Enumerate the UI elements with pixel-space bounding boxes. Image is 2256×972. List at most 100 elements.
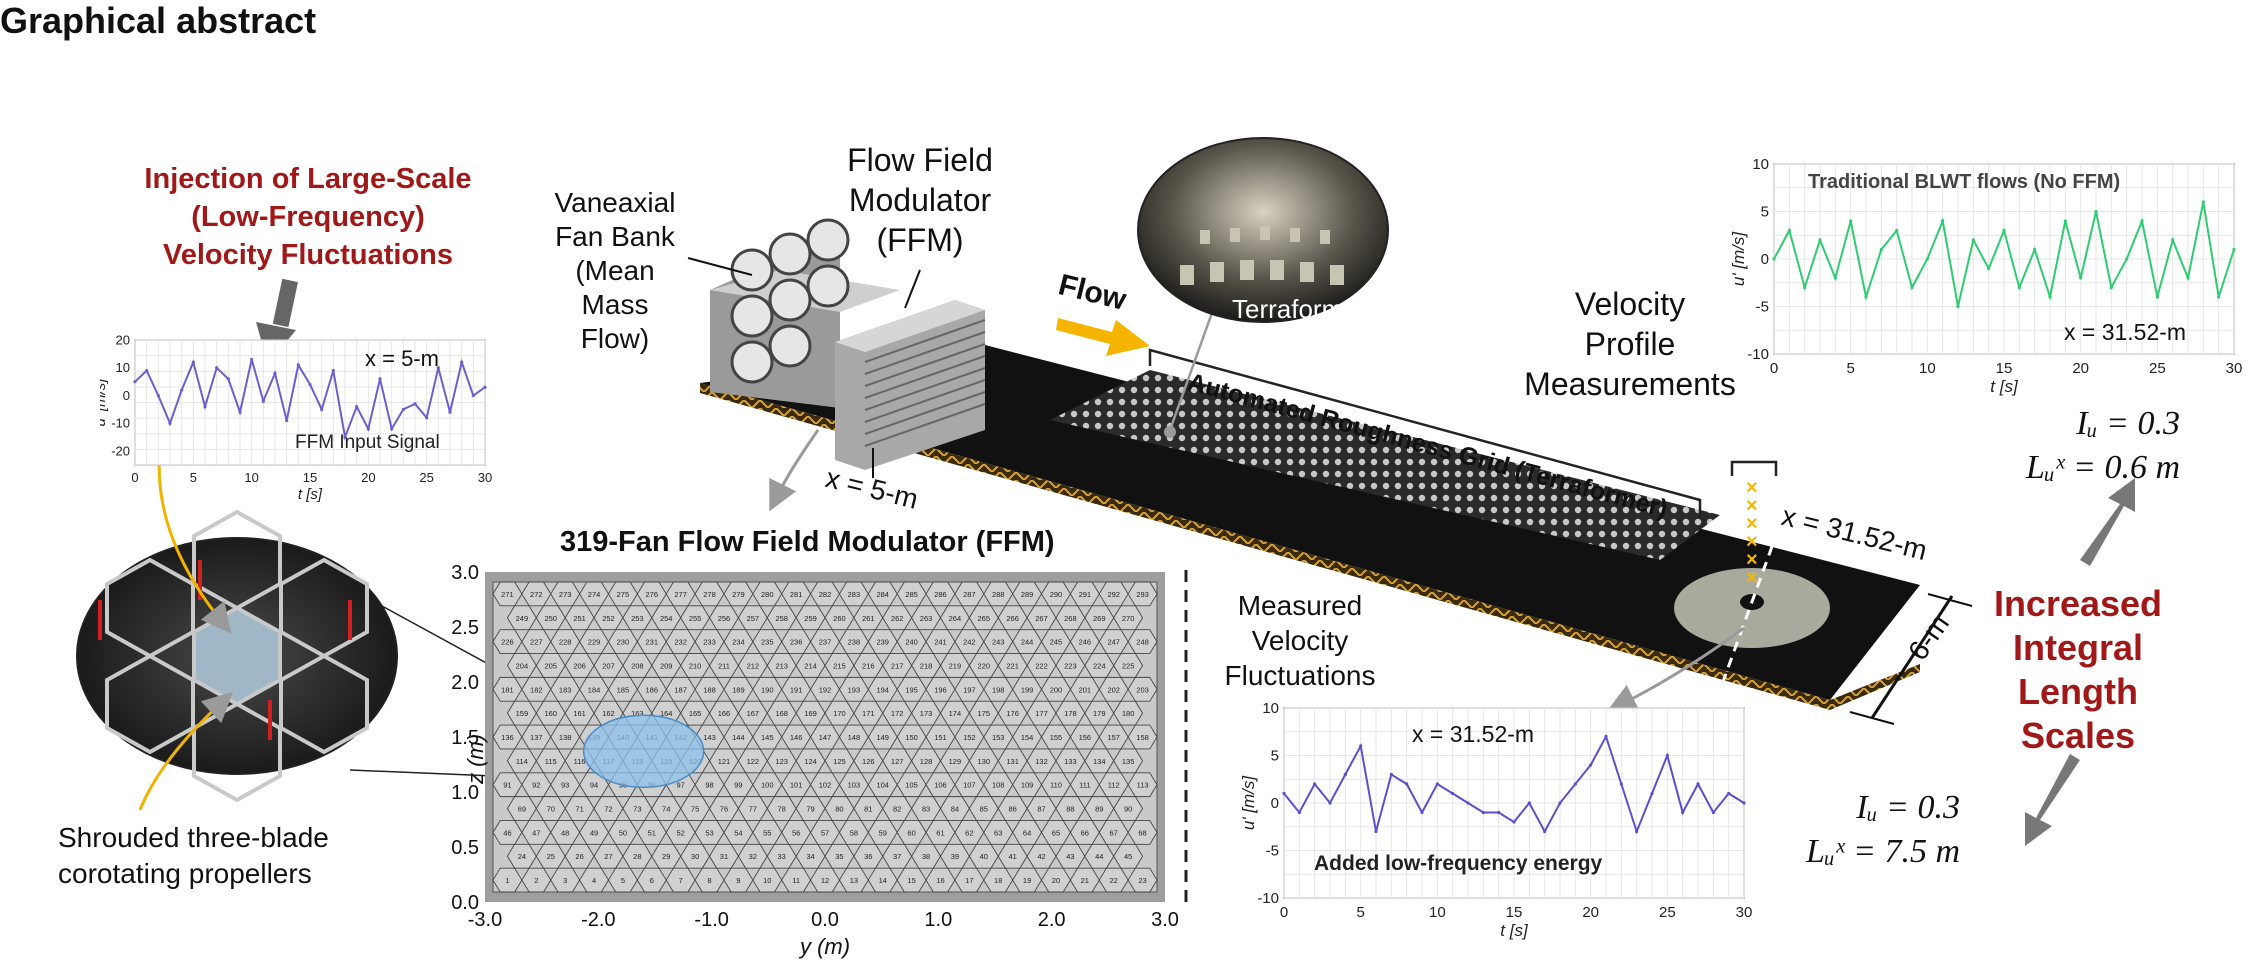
fan-number: 93: [561, 781, 569, 790]
tunnel-floor: [700, 345, 1920, 700]
fan-number: 27: [604, 852, 612, 861]
data-point: [390, 427, 394, 431]
data-point: [1604, 734, 1608, 739]
fan-number: 269: [1093, 614, 1106, 623]
fan-number: 37: [893, 852, 901, 861]
data-point: [1727, 791, 1731, 796]
fan-number: 41: [1008, 852, 1016, 861]
fan-number: 218: [920, 661, 933, 670]
fan-number: 110: [1050, 781, 1062, 790]
fan-number: 160: [544, 709, 557, 718]
data-point: [1451, 791, 1455, 796]
fan-number: 127: [891, 757, 904, 766]
x-tick-label: 10: [244, 470, 258, 485]
x-tick-label: 25: [1659, 904, 1676, 921]
fan-number: 30: [691, 852, 699, 861]
fan-number: 65: [1052, 828, 1060, 837]
fan-number: 221: [1006, 661, 1019, 670]
fan-number: 179: [1093, 709, 1106, 718]
fan-number: 171: [862, 709, 875, 718]
fan-number: 63: [994, 828, 1002, 837]
terraformer-pointer: [1168, 309, 1215, 431]
data-point: [133, 380, 137, 384]
fan-number: 291: [1079, 590, 1092, 599]
chart-caption: Added low-frequency energy: [1314, 852, 1603, 875]
fan-number: 289: [1021, 590, 1034, 599]
data-point: [1481, 810, 1485, 815]
ffm-block: [835, 300, 986, 470]
fan-number: 34: [806, 852, 814, 861]
increased-line-3: Length: [2018, 671, 2138, 712]
fan-number: 6: [650, 876, 654, 885]
data-point: [2201, 200, 2205, 204]
fan-bank-line-5: Flow): [580, 323, 650, 354]
svg-text:×: ×: [1746, 567, 1758, 589]
increased-label: Increased Integral Length Scales: [1978, 582, 2178, 758]
fan-number: 105: [905, 781, 918, 790]
velocity-profile-line-2: Profile: [1584, 326, 1676, 362]
fan-number: 290: [1050, 590, 1063, 599]
fan-number: 132: [1035, 757, 1048, 766]
fan-number: 148: [848, 733, 861, 742]
fan-number: 58: [850, 828, 858, 837]
fan-number: 243: [992, 638, 1005, 647]
stats-top-lux: Lᵤˣ = 0.6 m: [2026, 449, 2180, 486]
data-point: [2079, 276, 2083, 280]
fan-number: 222: [1035, 661, 1048, 670]
stats-bottom-lux-wrap: Lᵤˣ = 7.5 m: [1730, 830, 1960, 874]
y-tick-label: 10: [116, 360, 130, 375]
roughness-bracket: [1148, 348, 1702, 518]
fan-number: 262: [891, 614, 904, 623]
data-point: [1359, 744, 1363, 748]
fan-number: 264: [949, 614, 962, 623]
fan-number: 31: [720, 852, 728, 861]
fan-number: 195: [905, 685, 918, 694]
data-point: [1849, 219, 1853, 223]
data-point: [1742, 801, 1746, 805]
data-point: [1971, 238, 1975, 242]
map-y-tick: 1.5: [451, 727, 479, 749]
fan-number: 130: [978, 757, 991, 766]
fan-number: 277: [674, 590, 687, 599]
fan-number: 19: [1023, 876, 1031, 885]
fan-number: 159: [516, 709, 529, 718]
fan-number: 217: [891, 661, 904, 670]
fan-number: 125: [833, 757, 846, 766]
fan-number: 129: [949, 757, 962, 766]
fan-number: 203: [1136, 685, 1149, 694]
fan-number: 106: [934, 781, 947, 790]
fan-number: 48: [561, 828, 569, 837]
x-tick-label: 20: [2072, 360, 2089, 377]
fan-number: 62: [965, 828, 973, 837]
y-tick-label: 10: [1262, 700, 1279, 717]
x-tick-label: 5: [190, 470, 197, 485]
data-point: [261, 399, 265, 403]
fan-number: 64: [1023, 828, 1031, 837]
map-y-tick: 3.0: [451, 562, 479, 584]
fan-number: 123: [775, 757, 788, 766]
data-point: [1895, 228, 1899, 233]
data-point: [448, 410, 452, 414]
data-point: [401, 407, 405, 412]
fan-number: 180: [1122, 709, 1135, 718]
fan-number: 103: [848, 781, 861, 790]
fan-number: 39: [951, 852, 959, 861]
injection-heading: Injection of Large-Scale (Low-Frequency)…: [118, 160, 498, 274]
chart-annotation: x = 31.52-m: [2064, 319, 2186, 345]
data-point: [1589, 763, 1593, 767]
traditional-blwt-chart: 0 5 10 15 20 25 30 -10 -5 0 5 10 t [s] u' [m/s] Tradit…: [1729, 156, 2242, 396]
y-tick-label: 20: [116, 332, 130, 347]
fan-number: 86: [1008, 805, 1016, 814]
ffm-map-title: 319-Fan Flow Field Modulator (FFM): [560, 526, 1055, 558]
fan-number: 80: [835, 805, 843, 814]
fan-number: 228: [559, 638, 572, 647]
fan-number: 175: [978, 709, 991, 718]
data-point: [1864, 295, 1868, 299]
fan-number: 98: [705, 781, 713, 790]
fan-number: 244: [1021, 638, 1034, 647]
map-x-label: y (m): [798, 934, 850, 959]
fan-number: 28: [633, 852, 641, 861]
fan-number: 116: [574, 757, 586, 766]
measured-label: Measured Velocity Fluctuations: [1210, 588, 1390, 693]
fan-number: 113: [1137, 781, 1149, 790]
